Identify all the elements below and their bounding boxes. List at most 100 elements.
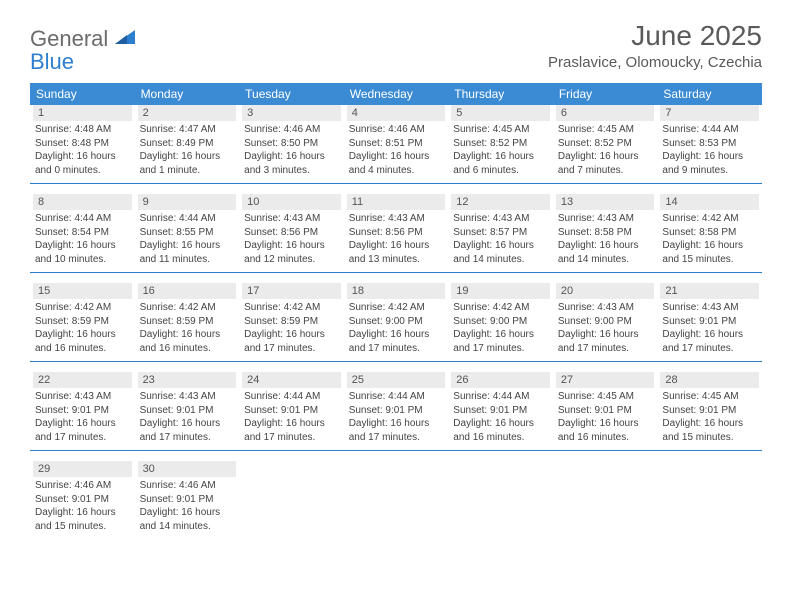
weekday-wednesday: Wednesday <box>344 83 449 105</box>
day-info-line: Sunset: 9:01 PM <box>242 404 341 418</box>
day-info-line: Sunrise: 4:42 AM <box>451 301 550 315</box>
day-number: 18 <box>347 283 446 299</box>
day-info-line: Sunset: 9:00 PM <box>451 315 550 329</box>
day-number: 24 <box>242 372 341 388</box>
day-info-line: Sunset: 8:52 PM <box>556 137 655 151</box>
day-info-line: Sunset: 9:00 PM <box>556 315 655 329</box>
day-info-line: Sunrise: 4:43 AM <box>138 390 237 404</box>
day-info-line: Sunset: 9:01 PM <box>556 404 655 418</box>
day-info-line: Sunset: 9:01 PM <box>347 404 446 418</box>
day-info-line: Sunrise: 4:43 AM <box>242 212 341 226</box>
day-info-line: and 11 minutes. <box>138 253 237 267</box>
day-info-line: and 16 minutes. <box>138 342 237 356</box>
day-info-line: Sunrise: 4:43 AM <box>660 301 759 315</box>
day-number: 16 <box>138 283 237 299</box>
day-cell: 29Sunrise: 4:46 AMSunset: 9:01 PMDayligh… <box>30 461 135 539</box>
day-cell: 8Sunrise: 4:44 AMSunset: 8:54 PMDaylight… <box>30 194 135 272</box>
day-info-line: Sunset: 8:59 PM <box>138 315 237 329</box>
day-info-line: Sunrise: 4:46 AM <box>33 479 132 493</box>
day-number: 21 <box>660 283 759 299</box>
day-info-line: and 16 minutes. <box>451 431 550 445</box>
day-cell: 11Sunrise: 4:43 AMSunset: 8:56 PMDayligh… <box>344 194 449 272</box>
day-info-line: and 7 minutes. <box>556 164 655 178</box>
title-block: June 2025 Praslavice, Olomoucky, Czechia <box>548 20 762 77</box>
day-info-line: and 15 minutes. <box>660 431 759 445</box>
day-info-line: Sunrise: 4:44 AM <box>242 390 341 404</box>
day-info-line: and 6 minutes. <box>451 164 550 178</box>
day-info-line: Sunrise: 4:43 AM <box>556 212 655 226</box>
day-info-line: and 9 minutes. <box>660 164 759 178</box>
day-info-line: Sunset: 8:59 PM <box>33 315 132 329</box>
day-info-line: and 17 minutes. <box>660 342 759 356</box>
day-info-line: and 17 minutes. <box>556 342 655 356</box>
day-info-line: Daylight: 16 hours <box>138 150 237 164</box>
weekday-sunday: Sunday <box>30 83 135 105</box>
day-info-line: Daylight: 16 hours <box>242 417 341 431</box>
day-cell: 18Sunrise: 4:42 AMSunset: 9:00 PMDayligh… <box>344 283 449 361</box>
day-cell: 17Sunrise: 4:42 AMSunset: 8:59 PMDayligh… <box>239 283 344 361</box>
day-number: 14 <box>660 194 759 210</box>
day-cell: 20Sunrise: 4:43 AMSunset: 9:00 PMDayligh… <box>553 283 658 361</box>
day-cell: 2Sunrise: 4:47 AMSunset: 8:49 PMDaylight… <box>135 105 240 183</box>
day-info-line: Sunrise: 4:44 AM <box>451 390 550 404</box>
day-info-line: and 17 minutes. <box>347 342 446 356</box>
day-info-line: Daylight: 16 hours <box>33 328 132 342</box>
day-info-line: and 4 minutes. <box>347 164 446 178</box>
day-info-line: and 17 minutes. <box>451 342 550 356</box>
day-info-line: and 3 minutes. <box>242 164 341 178</box>
day-cell: 30Sunrise: 4:46 AMSunset: 9:01 PMDayligh… <box>135 461 240 539</box>
day-info-line: Sunset: 8:59 PM <box>242 315 341 329</box>
day-info-line: Daylight: 16 hours <box>451 417 550 431</box>
logo-triangle-icon <box>115 30 135 44</box>
day-info-line: Daylight: 16 hours <box>556 417 655 431</box>
day-number: 4 <box>347 105 446 121</box>
week-row: 15Sunrise: 4:42 AMSunset: 8:59 PMDayligh… <box>30 283 762 362</box>
empty-day-cell <box>344 461 449 539</box>
day-number: 15 <box>33 283 132 299</box>
day-number: 8 <box>33 194 132 210</box>
day-cell: 5Sunrise: 4:45 AMSunset: 8:52 PMDaylight… <box>448 105 553 183</box>
day-info-line: Sunset: 8:58 PM <box>556 226 655 240</box>
day-info-line: Daylight: 16 hours <box>660 239 759 253</box>
day-cell: 3Sunrise: 4:46 AMSunset: 8:50 PMDaylight… <box>239 105 344 183</box>
day-cell: 19 Sunrise: 4:42 AMSunset: 9:00 PMDayligh… <box>448 283 553 361</box>
day-info-line: Sunrise: 4:46 AM <box>138 479 237 493</box>
day-info-line: Sunset: 8:50 PM <box>242 137 341 151</box>
day-cell: 9Sunrise: 4:44 AMSunset: 8:55 PMDaylight… <box>135 194 240 272</box>
logo-text-general: General <box>30 26 108 51</box>
day-info-line: Sunrise: 4:43 AM <box>347 212 446 226</box>
day-info-line: Sunrise: 4:43 AM <box>451 212 550 226</box>
day-info-line: Daylight: 16 hours <box>451 328 550 342</box>
day-info-line: Daylight: 16 hours <box>556 150 655 164</box>
day-info-line: Sunset: 9:01 PM <box>33 493 132 507</box>
day-number: 20 <box>556 283 655 299</box>
day-info-line: Daylight: 16 hours <box>451 150 550 164</box>
day-info-line: Daylight: 16 hours <box>242 328 341 342</box>
week-row: 8Sunrise: 4:44 AMSunset: 8:54 PMDaylight… <box>30 194 762 273</box>
month-title: June 2025 <box>548 20 762 52</box>
weekday-friday: Friday <box>553 83 658 105</box>
day-info-line: Sunset: 9:00 PM <box>347 315 446 329</box>
header: General Blue June 2025 Praslavice, Olomo… <box>30 20 762 77</box>
weekday-tuesday: Tuesday <box>239 83 344 105</box>
day-info-line: Sunrise: 4:42 AM <box>660 212 759 226</box>
day-number: 29 <box>33 461 132 477</box>
day-number: 22 <box>33 372 132 388</box>
day-info-line: Sunset: 9:01 PM <box>660 404 759 418</box>
day-info-line: Daylight: 16 hours <box>451 239 550 253</box>
day-info-line: Daylight: 16 hours <box>347 150 446 164</box>
day-info-line: Sunset: 8:55 PM <box>138 226 237 240</box>
day-cell: 28Sunrise: 4:45 AMSunset: 9:01 PMDayligh… <box>657 372 762 450</box>
calendar-grid: SundayMondayTuesdayWednesdayThursdayFrid… <box>30 83 762 539</box>
day-info-line: Daylight: 16 hours <box>138 506 237 520</box>
day-info-line: Sunset: 8:58 PM <box>660 226 759 240</box>
day-cell: 26Sunrise: 4:44 AMSunset: 9:01 PMDayligh… <box>448 372 553 450</box>
weekday-header-row: SundayMondayTuesdayWednesdayThursdayFrid… <box>30 83 762 105</box>
day-info-line: Daylight: 16 hours <box>347 239 446 253</box>
day-info-line: Sunset: 8:48 PM <box>33 137 132 151</box>
day-info-line: and 14 minutes. <box>556 253 655 267</box>
day-cell: 25Sunrise: 4:44 AMSunset: 9:01 PMDayligh… <box>344 372 449 450</box>
day-number: 19 <box>451 283 550 299</box>
day-info-line: and 15 minutes. <box>33 520 132 534</box>
day-number: 25 <box>347 372 446 388</box>
